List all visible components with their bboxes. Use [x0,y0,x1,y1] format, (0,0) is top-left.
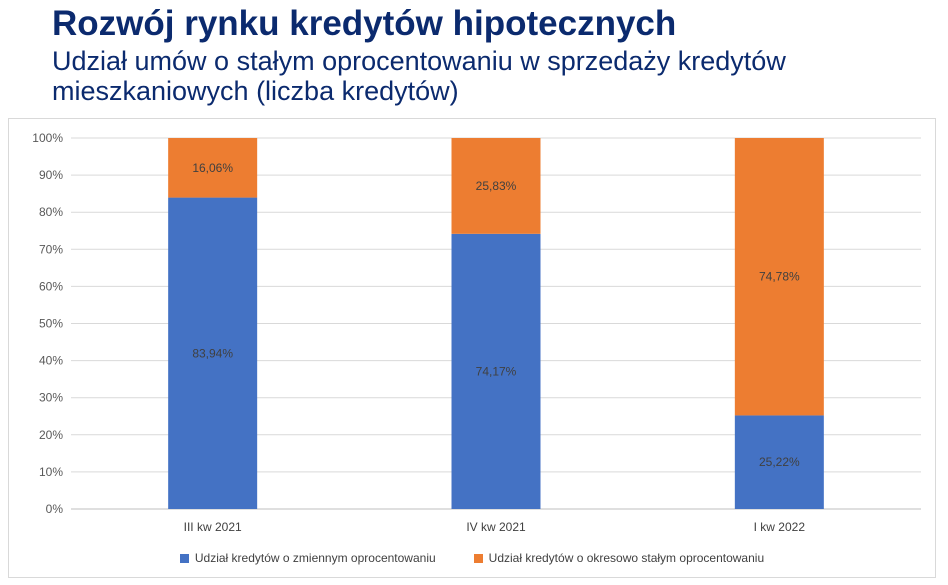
legend-label-variable-rate: Udział kredytów o zmiennym oprocentowani… [194,551,436,565]
y-tick-label: 20% [39,428,63,442]
bar-segment [734,138,824,416]
y-tick-label: 50% [39,317,63,331]
x-tick-label: IV kw 2021 [466,520,526,534]
chart-frame: 0% 10% 20% 30% 40% 50% 60% 70% 80% 90% 100% 83,94% 1… [8,118,936,578]
legend-item-variable-rate: Udział kredytów o zmiennym oprocentowani… [179,551,436,565]
chart-legend: Udział kredytów o zmiennym oprocentowani… [9,551,935,565]
bar-segment [451,138,541,234]
data-label: 16,06% [192,161,233,175]
bar-segment [168,138,258,198]
data-label: 74,17% [476,364,517,378]
legend-item-fixed-rate: Udział kredytów o okresowo stałym oproce… [473,551,765,565]
y-tick-label: 80% [39,205,63,219]
legend-label-fixed-rate: Udział kredytów o okresowo stałym oproce… [488,551,765,565]
y-tick-label: 60% [39,279,63,293]
page-subtitle: Udział umów o stałym oprocentowaniu w sp… [52,46,786,106]
y-tick-label: 70% [39,242,63,256]
stacked-bar-chart: 0% 10% 20% 30% 40% 50% 60% 70% 80% 90% 100% 83,94% 1… [32,131,921,534]
data-label: 83,94% [192,346,233,360]
y-tick-label: 100% [32,131,63,145]
data-label: 74,78% [759,270,800,284]
page-title: Rozwój rynku kredytów hipotecznych [52,4,677,43]
legend-swatch-fixed-rate [473,553,483,563]
data-label: 25,83% [476,179,517,193]
y-tick-label: 10% [39,465,63,479]
bar-segment [168,197,258,509]
bar-segment [451,233,541,510]
x-tick-label: III kw 2021 [184,520,242,534]
bar-segment [734,415,824,509]
x-tick-label: I kw 2022 [754,520,806,534]
y-tick-label: 30% [39,391,63,405]
y-tick-label: 0% [46,502,64,516]
y-tick-label: 40% [39,354,63,368]
y-tick-label: 90% [39,168,63,182]
legend-swatch-variable-rate [179,553,189,563]
data-label: 25,22% [759,455,800,469]
